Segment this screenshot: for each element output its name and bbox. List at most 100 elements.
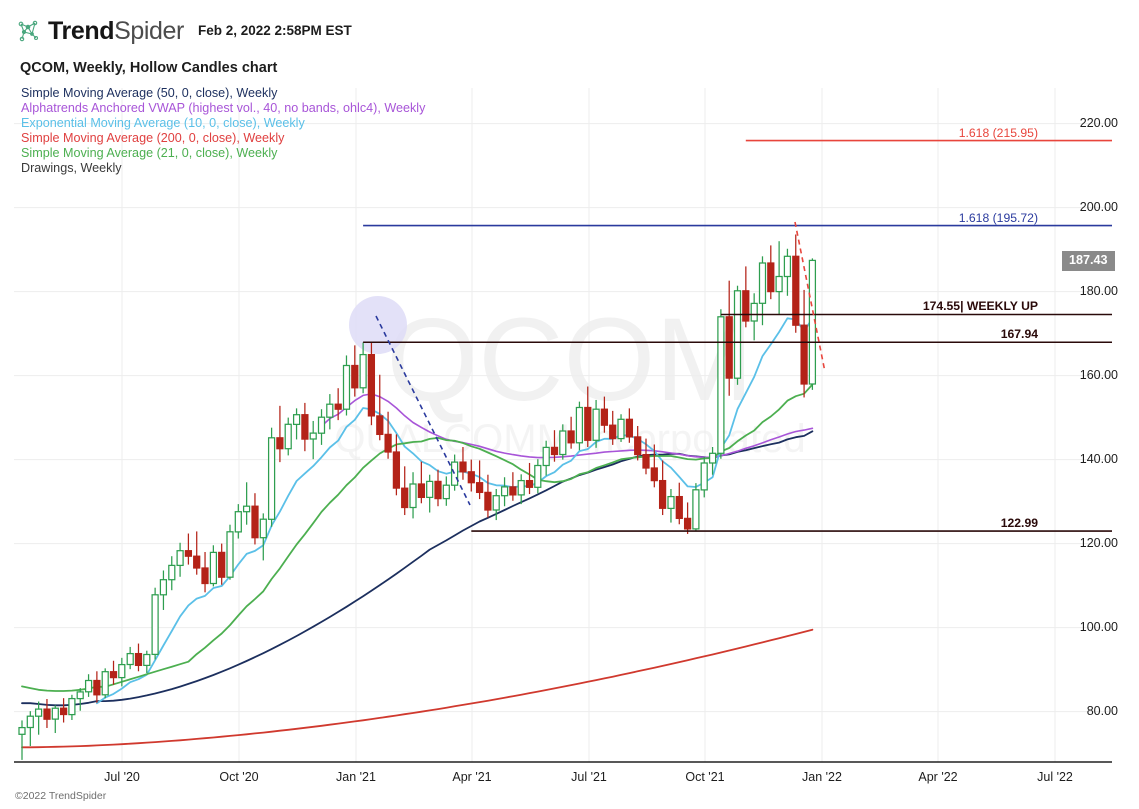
annotation-line-downtrend-2021[interactable]	[375, 315, 471, 506]
candle-body	[758, 262, 767, 304]
annotation-line-downtrend-2022[interactable]	[794, 221, 826, 373]
candle-body	[259, 518, 267, 539]
candle-body	[359, 353, 367, 389]
candle-body	[134, 652, 143, 667]
annotation-lines	[363, 139, 1112, 532]
candle-body	[517, 479, 525, 496]
candle-body	[51, 707, 59, 720]
candle-body	[43, 708, 51, 720]
candle-body	[367, 353, 376, 417]
price-tick-label: 160.00	[1079, 367, 1118, 382]
candle-body	[126, 652, 134, 666]
highlight-circle-drawing[interactable]	[349, 296, 407, 354]
candle-body	[442, 484, 450, 500]
candle-body	[176, 550, 184, 567]
legend-sma50[interactable]: Simple Moving Average (50, 0, close), We…	[21, 86, 425, 101]
brand-name-bold: Trend	[48, 16, 115, 45]
candle-body	[792, 255, 800, 326]
candle-body	[301, 414, 309, 440]
legend-ema10[interactable]: Exponential Moving Average (10, 0, close…	[21, 116, 425, 131]
time-tick-label: Jul '21	[571, 770, 607, 784]
chart-header: TrendSpider Feb 2, 2022 2:58PM EST QCOM,…	[0, 0, 1139, 86]
candle-body	[783, 255, 792, 278]
time-tick-label: Apr '22	[918, 770, 958, 784]
candle-body	[484, 491, 492, 511]
candle-body	[725, 316, 733, 379]
candle-body	[492, 495, 500, 511]
candle-body	[392, 451, 401, 489]
candle-body	[542, 446, 550, 467]
candle-body	[617, 418, 625, 440]
candle-body	[767, 262, 775, 293]
candle-body	[700, 462, 708, 491]
price-tick-label: 220.00	[1079, 115, 1118, 130]
candle-body	[101, 671, 109, 696]
candle-body	[68, 697, 76, 716]
time-tick-label: Jan '21	[336, 770, 376, 784]
candle-body	[592, 408, 600, 441]
price-tick-label: 100.00	[1079, 619, 1118, 634]
gridlines	[14, 88, 1112, 762]
candle-body	[534, 464, 542, 488]
brand-name-light: Spider	[114, 16, 184, 45]
candle-body	[683, 517, 692, 530]
candle-body	[234, 511, 242, 533]
price-tick-label: 200.00	[1079, 199, 1118, 214]
candle-body	[667, 495, 675, 510]
candle-body	[118, 663, 126, 679]
price-tick-label: 140.00	[1079, 451, 1118, 466]
legend-vwap[interactable]: Alphatrends Anchored VWAP (highest vol.,…	[21, 101, 425, 116]
annotation-label-resistance-16794[interactable]: 167.94	[1000, 327, 1038, 342]
candle-body	[376, 415, 384, 436]
candle-body	[284, 423, 292, 450]
candle-body	[692, 489, 700, 530]
price-tick-label: 120.00	[1079, 535, 1118, 550]
candle-body	[567, 430, 575, 444]
candle-body	[658, 479, 667, 509]
candle-body	[550, 446, 559, 456]
candle-body	[317, 416, 326, 434]
candle-body	[109, 671, 118, 679]
annotation-label-fib-1618-lower[interactable]: 1.618 (195.72)	[958, 210, 1038, 225]
candle-body	[267, 437, 276, 520]
candle-body	[750, 302, 758, 322]
candle-body	[708, 452, 717, 464]
candle-body	[675, 495, 683, 520]
legend-sma21[interactable]: Simple Moving Average (21, 0, close), We…	[21, 146, 425, 161]
candle-body	[34, 708, 43, 717]
candle-body	[450, 461, 459, 486]
candle-body	[600, 408, 609, 426]
candle-body	[26, 715, 34, 729]
ma-line-vwap	[320, 393, 814, 459]
brand-wordmark: TrendSpider	[48, 16, 184, 45]
candle-body	[401, 487, 409, 509]
candle-body	[218, 551, 226, 578]
candle-body	[143, 653, 151, 667]
candle-body	[742, 290, 750, 322]
price-tick-label: 80.00	[1086, 703, 1118, 718]
candle-body	[559, 430, 567, 456]
ma-line-sma200	[21, 628, 814, 749]
annotation-label-fib-1618-upper[interactable]: 1.618 (215.95)	[958, 125, 1038, 140]
candle-body	[800, 324, 808, 385]
time-tick-label: Jul '22	[1037, 770, 1073, 784]
brand-row: TrendSpider Feb 2, 2022 2:58PM EST	[14, 16, 352, 46]
annotation-label-support-12299[interactable]: 122.99	[1000, 516, 1038, 531]
candle-body	[475, 482, 484, 494]
candle-body	[193, 555, 201, 569]
candle-body	[326, 403, 334, 418]
legend-drawings[interactable]: Drawings, Weekly	[21, 161, 425, 176]
candle-body	[276, 437, 284, 450]
candle-body	[634, 436, 642, 456]
candle-body	[201, 567, 209, 585]
legend-label: Simple Moving Average (50, 0, close), We…	[21, 86, 278, 100]
annotation-label-resistance-17455[interactable]: 174.55| WEEKLY UP	[922, 299, 1038, 314]
candle-body	[384, 433, 392, 453]
candle-body	[717, 316, 725, 454]
legend-sma200[interactable]: Simple Moving Average (200, 0, close), W…	[21, 131, 425, 146]
legend-label: Simple Moving Average (21, 0, close), We…	[21, 146, 278, 161]
candle-body	[76, 691, 84, 700]
